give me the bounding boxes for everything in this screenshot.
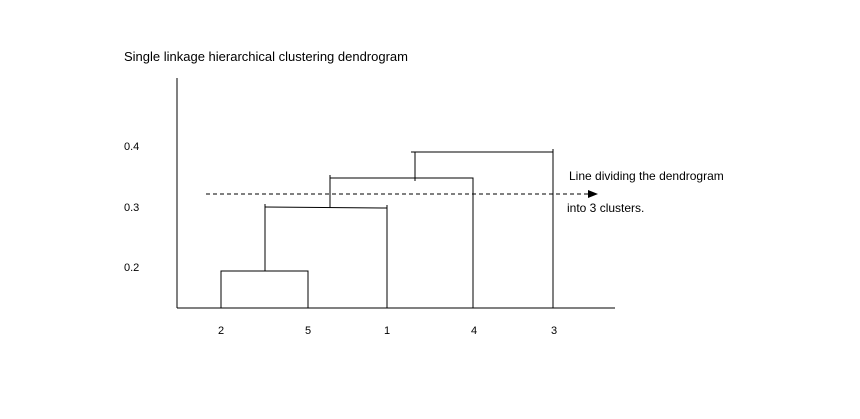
leaf-label-2: 2 — [218, 325, 224, 337]
y-tick-label-0.3: 0.3 — [124, 202, 139, 214]
axes — [176, 78, 615, 309]
leaf-label-3: 3 — [551, 325, 557, 337]
merge-2-5 — [220, 270, 309, 308]
leaf-label-4: 4 — [471, 325, 477, 337]
cut-line-label-line2: into 3 clusters. — [567, 201, 644, 215]
dendrogram-branches — [220, 149, 554, 308]
y-tick-label-0.2: 0.2 — [124, 262, 139, 274]
y-tick-labels: 0.4 0.3 0.2 — [124, 141, 139, 274]
chart-title: Single linkage hierarchical clustering d… — [124, 49, 408, 64]
leaf-labels: 2 5 1 4 3 — [218, 325, 557, 337]
cut-line-label-line1: Line dividing the dendrogram — [569, 169, 724, 183]
merge-25-1 — [264, 206, 388, 308]
y-tick-label-0.4: 0.4 — [124, 141, 139, 153]
merge-251-4 — [330, 177, 474, 308]
merge-2514-3 — [415, 151, 554, 308]
leaf-label-1: 1 — [384, 325, 390, 337]
leaf-label-5: 5 — [305, 325, 311, 337]
